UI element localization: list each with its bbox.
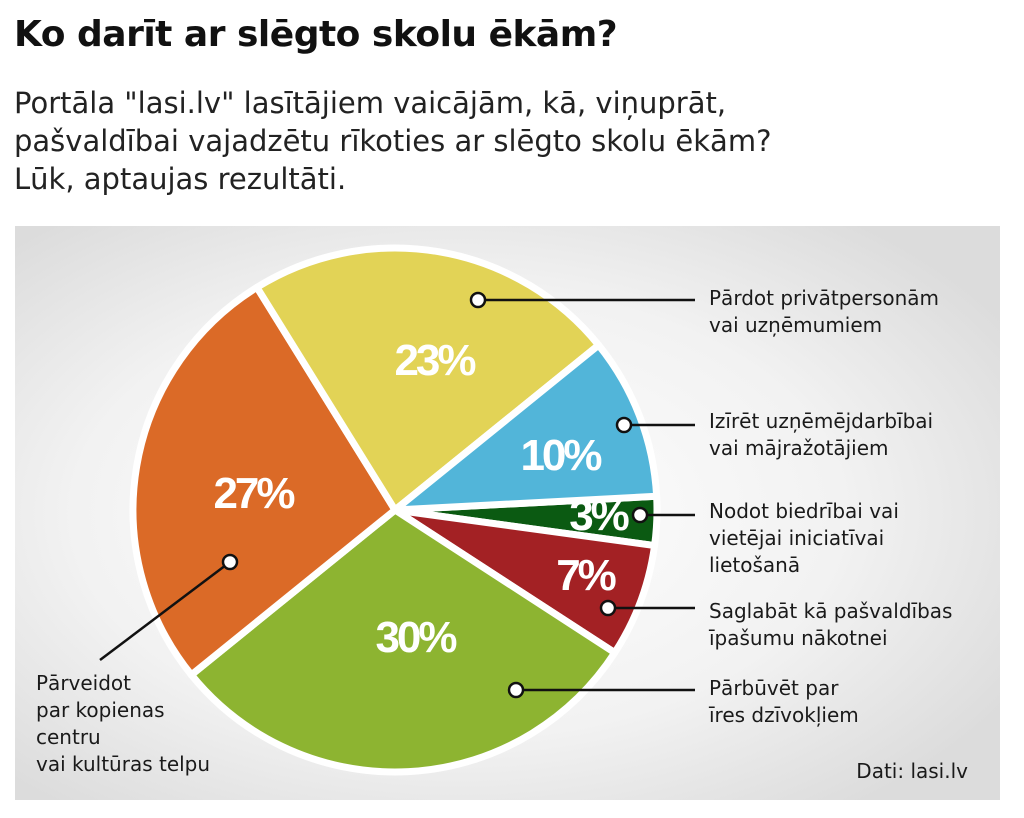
slice-label-parbuvet: Pārbūvēt par īres dzīvokļiem xyxy=(708,676,859,727)
source-note: Dati: lasi.lv xyxy=(856,759,968,783)
subtitle-line: Portāla "lasi.lv" lasītājiem vaicājām, k… xyxy=(14,86,727,120)
slice-label-line: Pārveidot xyxy=(36,671,131,695)
subtitle-line: pašvaldībai vajadzētu rīkoties ar slēgto… xyxy=(14,124,772,158)
pie-slice-pardot xyxy=(253,244,603,514)
callout-dot xyxy=(615,416,633,434)
slice-label-line: Izīrēt uzņēmējdarbībai xyxy=(709,409,933,433)
slice-label-line: vai mājražotājiem xyxy=(709,436,889,460)
data-label-pct: 27% xyxy=(213,469,294,518)
data-label-pct: 7% xyxy=(556,551,615,600)
chart-title: Ko darīt ar slēgto skolu ēkām? xyxy=(14,14,618,55)
data-label-pct: 3% xyxy=(569,491,628,540)
callout-line xyxy=(99,561,231,661)
slice-label-line: Nodot biedrībai vai xyxy=(709,499,899,523)
slice-label-saglabat: Saglabāt kā pašvaldības īpašumu nākotnei xyxy=(708,599,952,650)
pie-slice-parbuvet xyxy=(187,506,619,776)
slice-label-line: Pārbūvēt par xyxy=(709,676,839,700)
slice-label-line: par kopienas xyxy=(36,698,165,722)
callout-dot xyxy=(221,553,239,571)
slice-label-line: Pārdot privātpersonām xyxy=(709,286,939,310)
callout-dot xyxy=(599,599,617,617)
chart-subtitle: Portāla "lasi.lv" lasītājiem vaicājām, k… xyxy=(14,84,1014,198)
pie-slice-parveidot xyxy=(129,283,399,679)
slice-label-line: Saglabāt kā pašvaldības xyxy=(709,599,952,623)
slice-label-line: vai kultūras telpu xyxy=(36,752,210,776)
slice-label-line: īres dzīvokļiem xyxy=(708,703,859,727)
data-label-pct: 30% xyxy=(375,613,456,662)
data-label-pct: 23% xyxy=(394,336,475,385)
slice-label-nodot: Nodot biedrībai vai vietējai iniciatīvai l… xyxy=(709,499,899,577)
slice-label-line: centru xyxy=(36,725,101,749)
slice-label-iziret: Izīrēt uzņēmējdarbībai vai mājražotājiem xyxy=(709,409,933,460)
pie-slice-iziret xyxy=(391,341,661,514)
callout-dot xyxy=(469,291,487,309)
callout-dot xyxy=(631,506,649,524)
slice-label-line: vai uzņēmumiem xyxy=(709,313,882,337)
slice-label-parveidot: Pārveidot par kopienas centru vai kultūras … xyxy=(36,671,210,776)
slice-label-pardot: Pārdot privātpersonām vai uzņēmumiem xyxy=(709,286,939,337)
slice-label-line: īpašumu nākotnei xyxy=(708,626,888,650)
data-label-pct: 10% xyxy=(520,431,601,480)
callout-dot xyxy=(507,681,525,699)
slice-label-line: lietošanā xyxy=(709,553,800,577)
slice-label-line: vietējai iniciatīvai xyxy=(709,526,884,550)
subtitle-line: Lūk, aptaujas rezultāti. xyxy=(14,162,347,196)
